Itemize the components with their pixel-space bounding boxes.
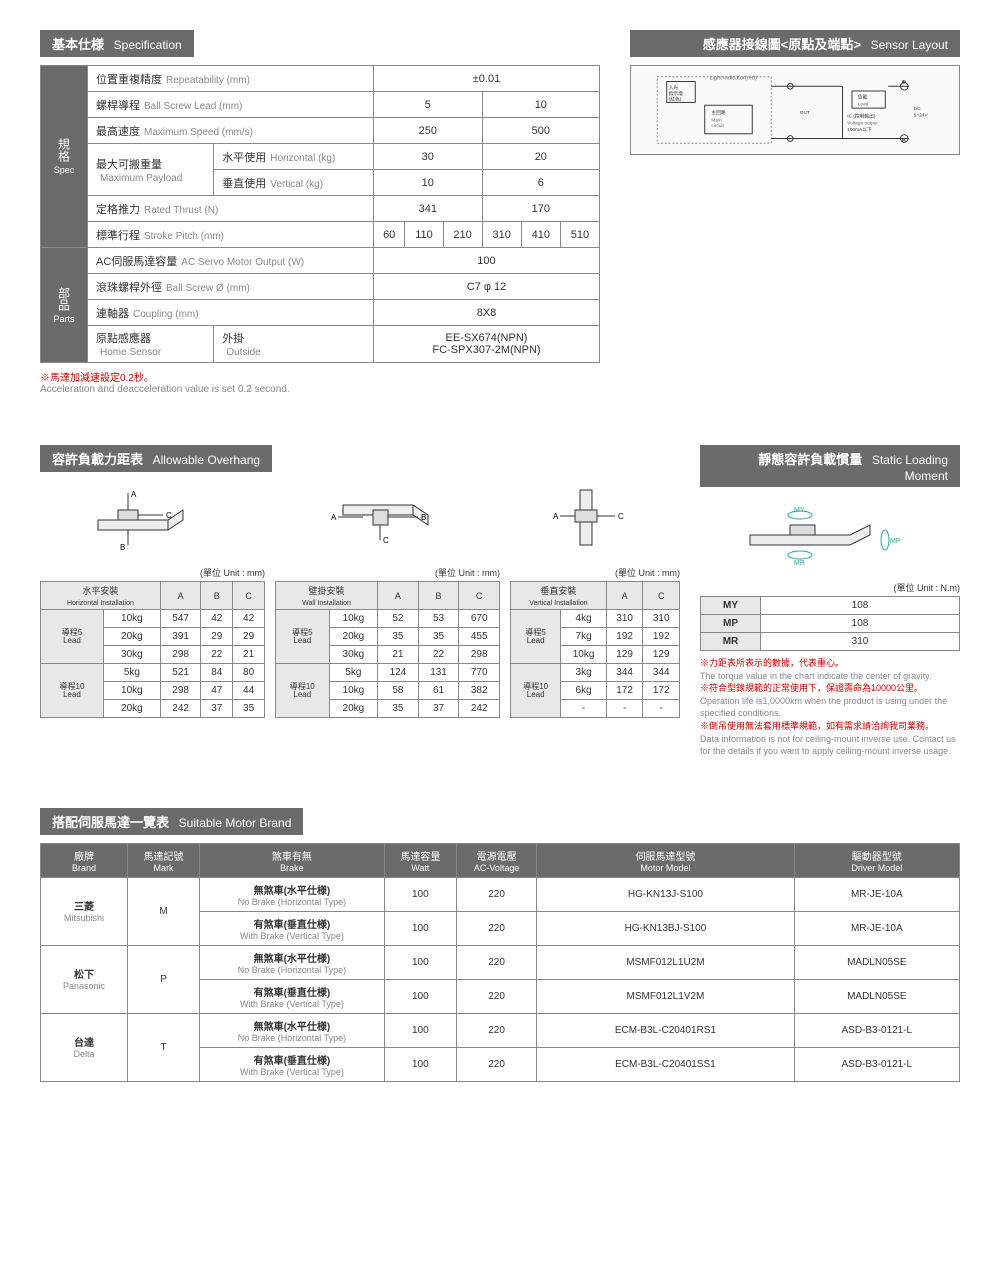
spec-table: 規格Spec 位置重複精度Repeatability (mm) ±0.01 螺桿… bbox=[40, 65, 600, 363]
vert-table: 垂直安裝Vertical InstallationAC 導程5Lead4kg31… bbox=[510, 581, 680, 718]
svg-text:⊖: ⊖ bbox=[901, 138, 906, 144]
spec-side1-en: Spec bbox=[47, 165, 81, 175]
svg-text:DC: DC bbox=[914, 106, 921, 112]
svg-text:A: A bbox=[131, 490, 137, 499]
slm-diagram: MY MP MR bbox=[700, 495, 960, 575]
svg-text:Main: Main bbox=[711, 117, 722, 123]
svg-text:5~24V: 5~24V bbox=[914, 113, 929, 119]
slm-table: MY108 MP108 MR310 bbox=[700, 596, 960, 651]
svg-text:Load: Load bbox=[858, 101, 869, 107]
svg-text:circuit: circuit bbox=[711, 123, 724, 129]
svg-text:100mA以下: 100mA以下 bbox=[847, 127, 872, 133]
svg-text:入光: 入光 bbox=[669, 84, 679, 91]
svg-text:B: B bbox=[421, 513, 426, 522]
svg-text:C: C bbox=[383, 536, 389, 545]
spec-side1-zh: 規格 bbox=[56, 138, 73, 162]
spec-side2-en: Parts bbox=[47, 314, 81, 324]
vert-diagram: A C bbox=[510, 480, 680, 560]
motor-table: 廠牌Brand 馬達記號Mark 煞車有無Brake 馬達容量Watt 電源電壓… bbox=[40, 843, 960, 1082]
svg-text:MY: MY bbox=[794, 507, 805, 514]
spec-header-en: Specification bbox=[114, 38, 182, 52]
svg-text:Light indicator(red): Light indicator(red) bbox=[710, 76, 758, 82]
spec-header-zh: 基本仕様 bbox=[52, 37, 104, 52]
svg-text:主回路: 主回路 bbox=[711, 109, 726, 116]
horiz-table: 水平安裝Horizontal InstallationABC 導程5Lead10… bbox=[40, 581, 265, 718]
svg-text:OUT: OUT bbox=[800, 110, 810, 116]
wall-diagram: A B C bbox=[275, 480, 500, 560]
svg-text:負載: 負載 bbox=[858, 94, 868, 101]
svg-text:MR: MR bbox=[794, 560, 805, 567]
slm-notes: ※力距表所表示的數據，代表重心。The torque value in the … bbox=[700, 657, 960, 758]
svg-text:C: C bbox=[618, 512, 624, 521]
svg-text:C: C bbox=[166, 511, 172, 520]
svg-text:A: A bbox=[331, 513, 337, 522]
slm-header: 靜態容許負載慣量 Static Loading Moment bbox=[700, 445, 960, 487]
motor-header: 搭配伺服馬達一覽表 Suitable Motor Brand bbox=[40, 808, 303, 835]
svg-text:MP: MP bbox=[890, 538, 901, 545]
spec-side2-zh: 部品 bbox=[56, 287, 73, 311]
svg-text:⊕: ⊕ bbox=[901, 79, 906, 85]
overhang-header: 容許負載力距表 Allowable Overhang bbox=[40, 445, 272, 472]
svg-text:A: A bbox=[553, 512, 559, 521]
accel-note: ※馬達加減速設定0.2秒。 Acceleration and deacceler… bbox=[40, 369, 600, 395]
svg-text:Voltage output: Voltage output bbox=[847, 120, 878, 126]
horiz-diagram: A C B bbox=[40, 480, 265, 560]
svg-text:IC (控制輸出): IC (控制輸出) bbox=[847, 113, 876, 120]
spec-header: 基本仕様 Specification bbox=[40, 30, 194, 57]
svg-text:B: B bbox=[120, 543, 125, 552]
sensor-diagram: Light indicator(red) 入光 指示燈 (紅色) 主回路 Mai… bbox=[630, 65, 960, 155]
sensor-header: 感應器接線圖<原點及端點> Sensor Layout bbox=[630, 30, 960, 57]
wall-table: 壁掛安裝Wall InstallationABC 導程5Lead10kg5253… bbox=[275, 581, 500, 718]
